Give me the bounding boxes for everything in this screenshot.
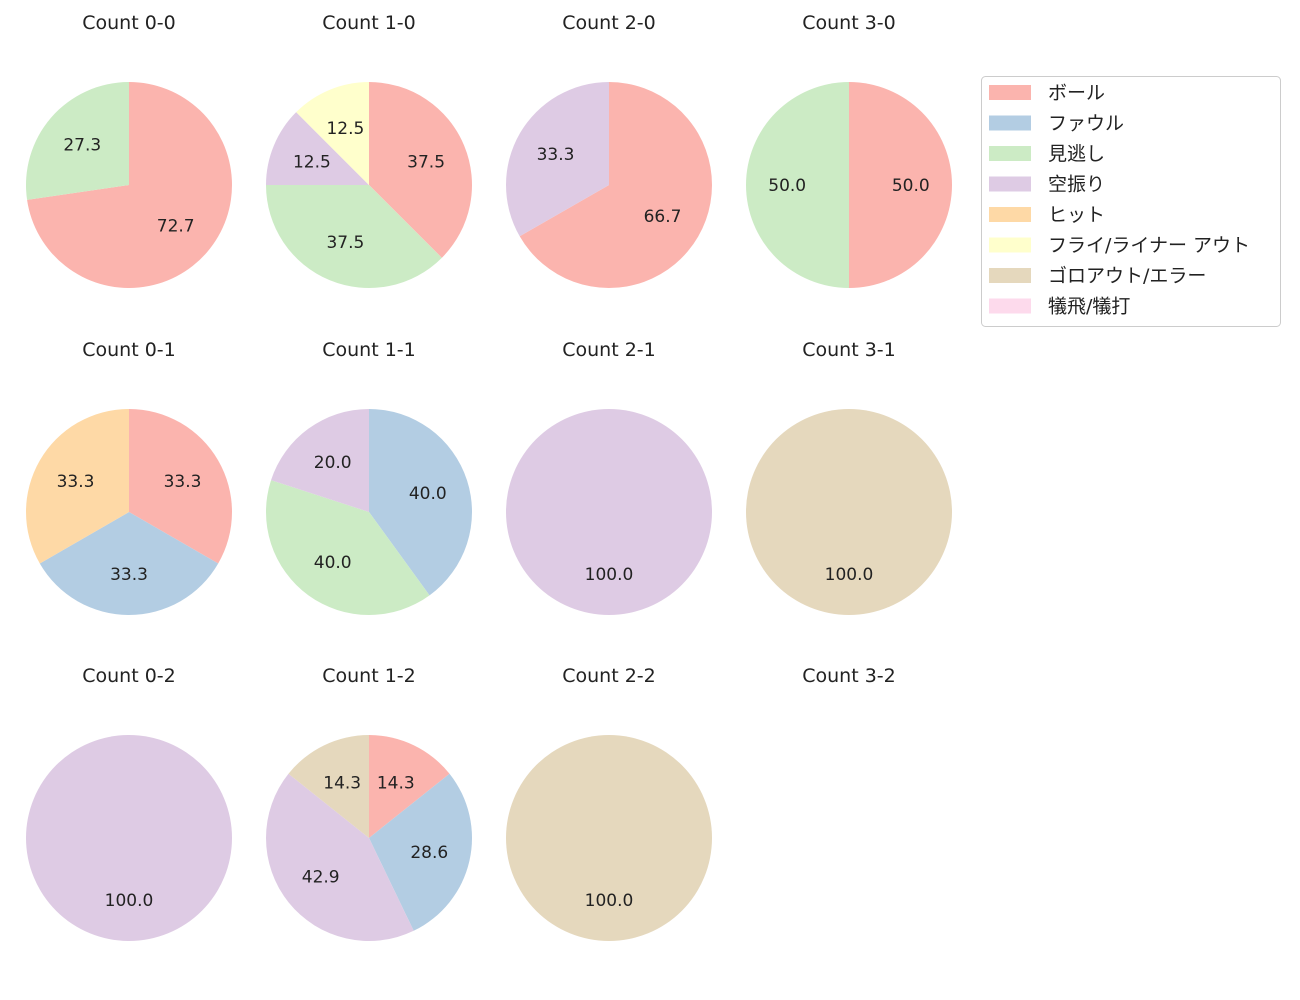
pie-slice-label: 33.3 <box>57 472 95 492</box>
pie-panel: Count 3-1 100.0 <box>746 339 952 615</box>
pie-slice <box>266 112 369 185</box>
legend-label: フライ/ライナー アウト <box>1048 235 1250 257</box>
pie-slice <box>369 409 472 596</box>
pie-title: Count 0-0 <box>82 12 176 34</box>
pie-slice <box>746 82 849 288</box>
legend-frame <box>981 76 1281 327</box>
pie-slice <box>369 735 450 838</box>
legend-swatch <box>989 237 1031 253</box>
pie-slice-label: 14.3 <box>377 773 415 793</box>
pie-slice-label: 50.0 <box>768 176 806 196</box>
pie-slice-label: 27.3 <box>63 136 101 156</box>
pie-slice <box>25 82 129 200</box>
pie-slice-label: 100.0 <box>585 891 634 911</box>
pie-slice <box>506 735 712 941</box>
pie-title: Count 3-2 <box>802 665 896 687</box>
pie-panel: Count 2-0 66.7 33.3 <box>506 12 713 288</box>
pie-slice-label: 37.5 <box>407 152 445 172</box>
legend-swatch <box>989 85 1031 100</box>
pie-slice <box>369 773 473 931</box>
legend-swatch <box>989 146 1031 161</box>
pie-slice-label: 33.3 <box>537 145 575 165</box>
legend-label: ヒット <box>1048 204 1105 226</box>
pie-slice-label: 42.9 <box>302 868 340 888</box>
pie-slice <box>506 82 609 237</box>
legend-swatch <box>989 176 1031 192</box>
pie-panels: Count 0-0 72.7 27.3 Count 1-0 37.5 37.5 12.5 12… <box>25 12 952 942</box>
legend-label: 見逃し <box>1048 143 1105 165</box>
pie-panel: Count 1-0 37.5 37.5 12.5 12.5 <box>266 12 472 288</box>
pie-slice-label: 20.0 <box>314 453 352 473</box>
pie-slice <box>266 185 442 288</box>
legend-swatch <box>989 207 1031 222</box>
pie-title: Count 1-2 <box>322 665 416 687</box>
pie-slice-label: 100.0 <box>825 565 874 585</box>
pie-title: Count 0-2 <box>82 665 176 687</box>
pie-slice-label: 72.7 <box>157 216 195 236</box>
pie-panel: Count 0-1 33.3 33.3 33.3 <box>26 339 232 615</box>
pie-title: Count 2-2 <box>562 665 656 687</box>
pie-title: Count 3-1 <box>802 339 896 361</box>
pie-slice <box>296 82 369 185</box>
legend-label: ファウル <box>1048 113 1124 135</box>
pie-title: Count 2-0 <box>562 12 656 34</box>
pie-slice-label: 12.5 <box>326 119 364 139</box>
pie-title: Count 0-1 <box>82 339 176 361</box>
pie-panel: Count 2-1 100.0 <box>506 339 712 615</box>
pie-slice-label: 33.3 <box>110 565 148 585</box>
pie-slice <box>27 82 232 288</box>
pie-slice <box>265 480 430 616</box>
pie-title: Count 3-0 <box>802 12 896 34</box>
pie-slice <box>519 82 713 288</box>
pie-slice <box>265 773 414 942</box>
pie-panel: Count 3-0 50.0 50.0 <box>746 12 952 288</box>
legend-label: 犠飛/犠打 <box>1048 296 1130 318</box>
pie-slice-label: 66.7 <box>644 207 682 227</box>
pie-slice-label: 12.5 <box>293 152 331 172</box>
pie-panel: Count 1-2 14.3 28.6 42.9 14.3 <box>265 665 473 942</box>
pie-title: Count 2-1 <box>562 339 656 361</box>
legend-swatch <box>989 298 1031 314</box>
pie-slice <box>39 512 219 615</box>
pie-title: Count 1-0 <box>322 12 416 34</box>
pie-panel: Count 0-2 100.0 <box>26 665 232 941</box>
pie-slice-label: 40.0 <box>409 484 447 504</box>
pie-title: Count 1-1 <box>322 339 416 361</box>
pie-panel: Count 0-0 72.7 27.3 <box>25 12 232 288</box>
pie-slice <box>129 409 232 564</box>
legend-label: ボール <box>1048 82 1105 104</box>
pie-slice-label: 100.0 <box>585 565 634 585</box>
pie-slice <box>26 735 232 941</box>
pie-slice-label: 37.5 <box>326 233 364 253</box>
pie-slice <box>746 409 952 615</box>
pie-slice <box>506 409 712 615</box>
legend-swatch <box>989 268 1031 283</box>
pie-slice-label: 28.6 <box>410 843 448 863</box>
pie-slice <box>271 409 369 512</box>
legend-swatch <box>989 115 1031 131</box>
pie-slice-label: 40.0 <box>314 553 352 573</box>
pie-slice-label: 100.0 <box>105 891 154 911</box>
pie-slice-label: 33.3 <box>164 472 202 492</box>
pie-panel: Count 1-1 40.0 40.0 20.0 <box>265 339 472 616</box>
pie-slice-label: 50.0 <box>892 176 930 196</box>
pie-slice <box>288 735 369 838</box>
pie-panel: Count 3-2 <box>802 665 896 687</box>
pie-slice <box>26 409 129 564</box>
pie-panel: Count 2-2 100.0 <box>506 665 712 941</box>
legend-label: ゴロアウト/エラー <box>1048 265 1206 287</box>
pie-slice <box>849 82 952 288</box>
pie-slice-label: 14.3 <box>323 773 361 793</box>
pie-slice <box>369 82 472 258</box>
legend-label: 空振り <box>1048 174 1105 196</box>
